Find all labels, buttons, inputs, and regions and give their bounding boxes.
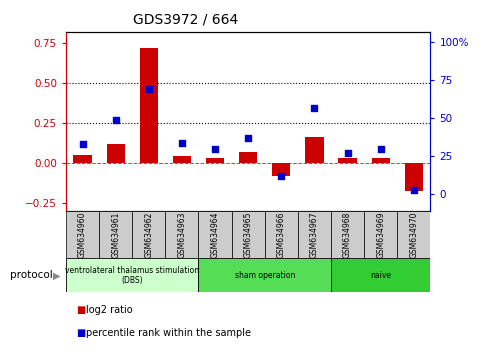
Text: ■: ■ bbox=[76, 328, 85, 338]
Text: GDS3972 / 664: GDS3972 / 664 bbox=[133, 12, 238, 27]
Bar bbox=[66, 211, 99, 258]
Text: GSM634960: GSM634960 bbox=[78, 211, 87, 258]
Text: GSM634965: GSM634965 bbox=[243, 211, 252, 258]
Text: GSM634966: GSM634966 bbox=[276, 211, 285, 258]
Bar bbox=[297, 211, 330, 258]
Point bbox=[343, 150, 351, 156]
Text: GSM634962: GSM634962 bbox=[144, 211, 153, 258]
Text: GSM634961: GSM634961 bbox=[111, 211, 120, 258]
Point bbox=[211, 146, 219, 152]
Bar bbox=[165, 211, 198, 258]
Text: GSM634969: GSM634969 bbox=[375, 211, 385, 258]
Bar bbox=[338, 158, 356, 163]
Bar bbox=[140, 48, 158, 163]
Bar bbox=[73, 155, 91, 163]
Bar bbox=[264, 211, 297, 258]
Point bbox=[310, 105, 318, 110]
Point bbox=[79, 141, 86, 147]
Point bbox=[277, 173, 285, 179]
Bar bbox=[239, 152, 257, 163]
Text: GSM634967: GSM634967 bbox=[309, 211, 318, 258]
Point bbox=[112, 117, 120, 122]
Text: percentile rank within the sample: percentile rank within the sample bbox=[85, 328, 250, 338]
Point bbox=[376, 146, 384, 152]
Bar bbox=[272, 163, 290, 176]
Bar bbox=[330, 258, 429, 292]
Bar bbox=[132, 211, 165, 258]
Bar bbox=[66, 258, 198, 292]
Text: GSM634963: GSM634963 bbox=[177, 211, 186, 258]
Text: ▶: ▶ bbox=[52, 270, 60, 280]
Text: GSM634970: GSM634970 bbox=[408, 211, 417, 258]
Bar bbox=[371, 158, 389, 163]
Text: protocol: protocol bbox=[10, 270, 52, 280]
Point bbox=[178, 140, 185, 145]
Point bbox=[144, 87, 152, 92]
Text: naive: naive bbox=[369, 271, 390, 280]
Bar bbox=[404, 163, 422, 192]
Bar bbox=[205, 158, 224, 163]
Text: GSM634964: GSM634964 bbox=[210, 211, 219, 258]
Text: sham operation: sham operation bbox=[234, 271, 294, 280]
Text: log2 ratio: log2 ratio bbox=[85, 305, 132, 315]
Bar bbox=[330, 211, 364, 258]
Bar bbox=[231, 211, 264, 258]
Bar bbox=[198, 211, 231, 258]
Bar bbox=[198, 258, 330, 292]
Bar bbox=[172, 156, 191, 163]
Bar bbox=[396, 211, 429, 258]
Point bbox=[409, 188, 417, 193]
Point bbox=[244, 135, 252, 141]
Text: GSM634968: GSM634968 bbox=[342, 211, 351, 258]
Bar bbox=[305, 137, 323, 163]
Text: ventrolateral thalamus stimulation
(DBS): ventrolateral thalamus stimulation (DBS) bbox=[65, 266, 199, 285]
Bar bbox=[99, 211, 132, 258]
Bar bbox=[364, 211, 396, 258]
Text: ■: ■ bbox=[76, 305, 85, 315]
Bar bbox=[106, 144, 124, 163]
